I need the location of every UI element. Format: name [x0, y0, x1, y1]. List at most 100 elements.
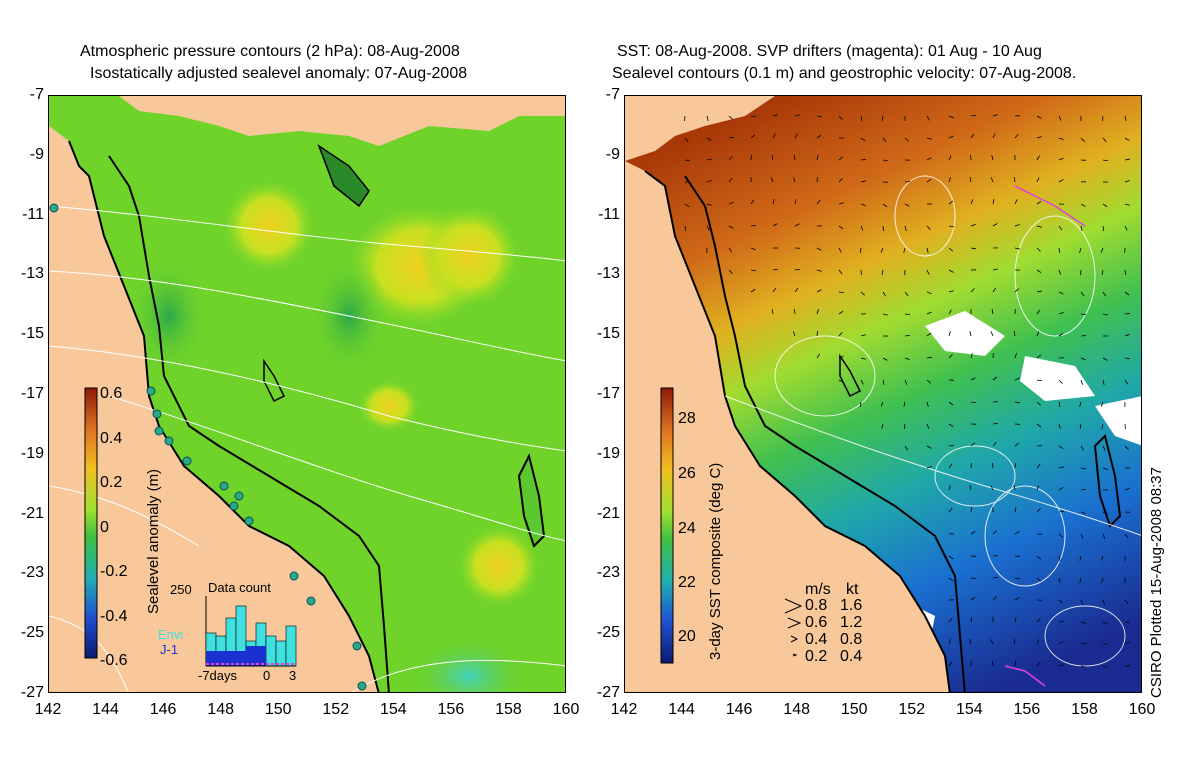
lat-label: -13 — [20, 265, 44, 283]
velocity-arrow — [728, 247, 733, 253]
velocity-arrow — [750, 288, 756, 293]
velocity-arrow — [816, 309, 819, 315]
lat-label: -21 — [20, 504, 44, 522]
velocity-arrow — [1058, 157, 1064, 161]
velocity-arrow — [948, 661, 953, 667]
velocity-arrow — [1080, 269, 1082, 276]
velocity-arrow — [1036, 618, 1041, 623]
velocity-legend-arrows — [784, 598, 803, 657]
lat-label: -7 — [605, 86, 620, 103]
lat-label: -9 — [605, 145, 620, 163]
velocity-arrow — [838, 291, 845, 294]
lat-label: -25 — [596, 624, 620, 642]
velocity-arrow — [970, 401, 977, 404]
velocity-arrow — [1058, 312, 1064, 315]
velocity-arrow — [1014, 617, 1017, 623]
velocity-arrow — [904, 357, 910, 361]
velocity-arrow — [880, 247, 884, 253]
velocity-arrow — [1124, 357, 1131, 360]
velocity-arrow — [904, 225, 907, 231]
velocity-arrow — [970, 288, 975, 293]
velocity-arrow — [1058, 269, 1062, 275]
velocity-arrow — [904, 181, 911, 183]
lat-label: -27 — [20, 684, 44, 701]
velocity-arrow — [948, 485, 951, 491]
velocity-arrow — [882, 291, 887, 297]
velocity-arrow — [706, 137, 712, 141]
velocity-arrow — [904, 291, 909, 297]
land-png-left — [119, 96, 565, 146]
velocity-arrow — [992, 133, 996, 139]
left-cbar-tick-neg0.2: -0.2 — [100, 563, 128, 580]
velocity-arrow — [750, 115, 757, 117]
velocity-arrow — [969, 639, 972, 645]
legend-envi: Envi — [158, 627, 184, 642]
velocity-arrow — [1058, 333, 1064, 337]
velocity-arrow — [1124, 333, 1130, 337]
data-count-histogram — [205, 596, 297, 667]
velocity-arrow — [1058, 466, 1064, 469]
velocity-arrow — [1036, 423, 1042, 428]
velocity-arrow — [1058, 247, 1061, 254]
right-map-sst — [624, 95, 1142, 693]
velocity-arrow — [990, 331, 994, 337]
lon-label: 152 — [898, 701, 926, 718]
velocity-arrow — [991, 309, 994, 315]
velocity-arrow — [1101, 423, 1104, 429]
lat-label: -15 — [20, 325, 44, 343]
velocity-arrow — [948, 331, 951, 337]
velocity-arrow — [1100, 247, 1104, 253]
velocity-arrow — [948, 617, 953, 623]
velocity-arrow — [1013, 485, 1016, 491]
velocity-arrow — [1080, 313, 1087, 316]
velocity-arrow — [1124, 115, 1127, 121]
velocity-arrow — [1058, 379, 1063, 384]
velocity-arrow — [838, 379, 844, 383]
velocity-arrow — [816, 247, 822, 251]
lat-label: -17 — [20, 385, 44, 402]
velocity-arrow — [1080, 137, 1085, 142]
velocity-arrow — [992, 268, 998, 271]
velocity-arrow — [1079, 401, 1082, 407]
velocity-arrow — [1080, 357, 1086, 361]
velocity-arrow — [794, 133, 798, 139]
velocity-arrow — [1058, 487, 1064, 491]
lon-label: 142 — [610, 701, 638, 718]
left-map-canvas — [49, 96, 565, 692]
velocity-arrow — [771, 155, 774, 161]
lat-label: -21 — [596, 504, 620, 522]
velocity-arrow — [1079, 247, 1082, 253]
velocity-arrow — [1014, 660, 1016, 667]
velocity-arrow — [1058, 179, 1064, 183]
velocity-arrow — [970, 377, 976, 381]
velocity-arrow — [1124, 291, 1130, 296]
lat-label: -19 — [20, 444, 44, 462]
lon-label: 142 — [34, 701, 62, 718]
velocity-arrow — [794, 223, 800, 227]
velocity-arrow — [1058, 225, 1063, 231]
velocity-arrow — [990, 639, 994, 645]
velocity-arrow — [904, 334, 911, 337]
velocity-arrow — [1014, 133, 1019, 139]
velocity-arrow — [1101, 577, 1104, 583]
velocity-arrow — [706, 203, 712, 206]
lat-label: -17 — [596, 385, 620, 402]
lon-label: 156 — [1013, 701, 1041, 718]
velocity-arrow — [948, 290, 954, 293]
velocity-arrow — [1014, 401, 1020, 404]
velocity-arrow — [728, 201, 734, 205]
altimeter-stations — [49, 203, 367, 691]
velocity-arrow — [838, 331, 843, 337]
velocity-arrow — [1102, 313, 1108, 316]
velocity-arrow — [792, 331, 796, 337]
velocity-arrow — [860, 203, 866, 207]
velocity-arrow — [926, 225, 931, 230]
velocity-arrow — [992, 376, 998, 381]
velocity-arrow — [1102, 203, 1108, 208]
velocity-arrow — [882, 115, 884, 122]
lon-label: 146 — [149, 701, 177, 718]
velocity-arrow — [838, 156, 844, 161]
velocity-arrow — [948, 639, 951, 645]
lon-label: 150 — [264, 701, 292, 718]
velocity-arrow — [970, 133, 975, 139]
